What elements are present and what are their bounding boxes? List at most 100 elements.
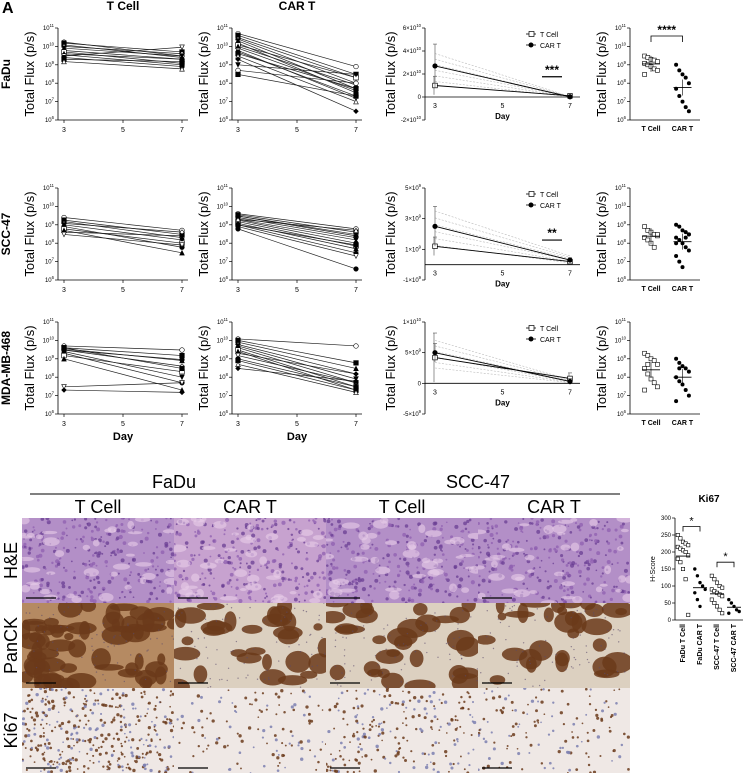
stroma	[22, 532, 27, 537]
nucleus	[263, 619, 266, 621]
nucleus	[94, 664, 96, 666]
nucleus	[436, 539, 441, 544]
nucleus	[140, 695, 144, 699]
nucleus	[388, 523, 393, 528]
stroma	[163, 577, 174, 586]
nucleus	[27, 551, 31, 555]
y-tick-label: 1011	[43, 183, 55, 192]
nucleus	[166, 718, 169, 721]
data-point	[683, 577, 688, 582]
nucleus	[22, 717, 25, 721]
nucleus	[428, 694, 432, 698]
nucleus	[92, 554, 95, 557]
nucleus	[369, 673, 371, 675]
significance-marker: **	[547, 226, 557, 240]
nucleus	[403, 557, 407, 562]
nucleus	[71, 756, 75, 760]
stroma	[23, 567, 41, 573]
nucleus	[162, 720, 165, 724]
nucleus	[330, 533, 334, 537]
data-point	[353, 360, 359, 366]
nucleus	[553, 579, 558, 583]
nucleus	[505, 540, 508, 543]
nucleus	[497, 539, 502, 543]
nucleus	[176, 593, 181, 598]
stroma	[313, 590, 323, 599]
nucleus	[369, 723, 372, 727]
stroma	[165, 569, 174, 578]
nucleus	[238, 751, 242, 754]
y-tick-label: 107	[617, 257, 627, 266]
nucleus	[584, 610, 586, 612]
nucleus	[215, 737, 219, 741]
y-tick-label: 300	[661, 516, 672, 522]
nucleus	[547, 733, 551, 736]
nucleus	[585, 651, 588, 654]
nucleus	[544, 679, 546, 682]
tumor-nest	[37, 673, 65, 684]
stroma	[389, 590, 400, 600]
nucleus	[536, 608, 539, 610]
nucleus	[617, 641, 620, 643]
nucleus	[289, 543, 293, 548]
nucleus	[378, 574, 381, 577]
nucleus	[517, 658, 519, 661]
nucleus	[403, 710, 405, 713]
nucleus	[331, 758, 335, 762]
nucleus	[110, 576, 115, 580]
nucleus	[575, 768, 579, 772]
nucleus	[428, 575, 434, 580]
series-line	[237, 341, 357, 369]
series-line	[237, 55, 357, 102]
nucleus	[158, 770, 161, 773]
nucleus	[282, 607, 284, 609]
nucleus	[504, 605, 507, 607]
stroma	[552, 524, 567, 534]
mean-line	[434, 85, 571, 97]
histology-tile	[326, 688, 478, 773]
mean-point	[567, 257, 573, 263]
stroma	[341, 522, 360, 529]
nucleus	[64, 688, 67, 690]
nucleus	[92, 754, 95, 757]
nucleus	[264, 518, 267, 520]
nucleus	[204, 737, 207, 739]
nucleus	[35, 554, 40, 559]
nucleus	[399, 557, 402, 560]
nucleus	[166, 525, 170, 529]
nucleus	[219, 557, 223, 560]
nucleus	[94, 748, 99, 752]
nucleus	[620, 743, 624, 747]
nucleus	[554, 549, 558, 553]
nucleus	[288, 541, 291, 544]
nucleus	[240, 767, 242, 770]
nucleus	[289, 730, 293, 733]
nucleus	[470, 538, 475, 542]
nucleus	[491, 690, 494, 693]
nucleus	[124, 732, 126, 735]
nucleus	[148, 597, 152, 601]
nucleus	[478, 555, 481, 559]
nucleus	[44, 703, 47, 706]
stroma	[71, 595, 82, 603]
nucleus	[295, 547, 298, 550]
nucleus	[369, 524, 374, 529]
x-tick-label: 3	[62, 127, 66, 134]
nucleus	[489, 532, 494, 537]
data-point	[642, 224, 647, 229]
nucleus	[247, 674, 249, 676]
nucleus	[569, 574, 572, 577]
nucleus	[603, 524, 606, 527]
nucleus	[413, 586, 417, 590]
y-tick-label: 106	[617, 409, 627, 418]
nucleus	[420, 579, 425, 584]
stroma	[41, 530, 58, 535]
nucleus	[492, 537, 495, 540]
nucleus	[611, 563, 614, 566]
nucleus	[158, 585, 161, 587]
nucleus	[41, 614, 43, 617]
nucleus	[55, 559, 60, 564]
row-label: SCC-47	[0, 212, 13, 255]
nucleus	[101, 552, 104, 555]
